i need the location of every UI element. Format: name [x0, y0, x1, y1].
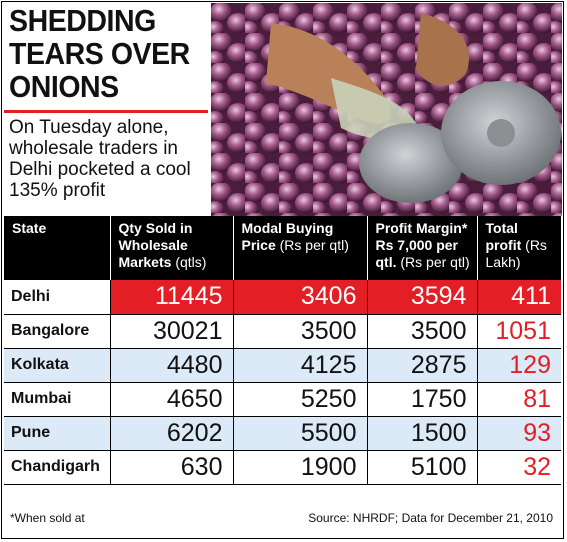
header-unit: (Rs per qtl) [400, 254, 470, 270]
cell-price: 5500 [232, 416, 367, 451]
header-modal-price: Modal Buying Price (Rs per qtl) [232, 216, 367, 280]
cell-profit: 81 [476, 382, 561, 417]
cell-state: Bangalore [4, 314, 110, 349]
headline-line-2: TEARS OVER [9, 36, 190, 71]
headline-line-3: ONIONS [9, 69, 119, 104]
table-row: Mumbai 4650 5250 1750 81 [4, 382, 561, 417]
header-state: State [4, 216, 110, 280]
cell-price: 4125 [232, 348, 367, 383]
headline-divider [4, 110, 208, 113]
cell-qty: 6202 [109, 416, 233, 451]
cell-qty: 630 [109, 450, 233, 485]
header-unit: (Rs per qtl) [279, 237, 349, 253]
table-row: Chandigarh 630 1900 5100 32 [4, 450, 561, 485]
onion-market-photo [211, 3, 562, 216]
header-unit: (qtls) [175, 254, 207, 270]
cell-qty: 4650 [109, 382, 233, 417]
header-profit-margin: Profit Margin* Rs 7,000 per qtl. (Rs per… [366, 216, 477, 280]
headline-line-1: SHEDDING [9, 3, 156, 38]
cell-state: Pune [4, 416, 110, 451]
cell-state: Delhi [4, 280, 110, 315]
cell-price: 1900 [232, 450, 367, 485]
table-row: Kolkata 4480 4125 2875 129 [4, 348, 561, 383]
header-total-profit: Total profit (Rs Lakh) [476, 216, 561, 280]
cell-profit: 93 [476, 416, 561, 451]
header-qty-sold: Qty Sold in Wholesale Markets (qtls) [109, 216, 233, 280]
cell-price: 5250 [232, 382, 367, 417]
cell-margin: 1500 [366, 416, 477, 451]
source-credit: Source: NHRDF; Data for December 21, 201… [308, 511, 553, 525]
onion-profit-table: State Qty Sold in Wholesale Markets (qtl… [4, 216, 561, 485]
cell-profit: 32 [476, 450, 561, 485]
cell-qty: 30021 [109, 314, 233, 349]
cell-margin: 2875 [366, 348, 477, 383]
cell-state: Chandigarh [4, 450, 110, 485]
table-row: Delhi 11445 3406 3594 411 [4, 280, 561, 315]
onion-photo-illustration [211, 3, 562, 216]
subheadline: On Tuesday alone, wholesale traders in D… [9, 117, 191, 201]
footnote: *When sold at [10, 511, 85, 525]
header-unit: (Rs Lakh) [485, 237, 547, 270]
cell-profit: 411 [476, 280, 561, 315]
cell-margin: 3594 [366, 280, 477, 315]
cell-state: Kolkata [4, 348, 110, 383]
cell-margin: 1750 [366, 382, 477, 417]
cell-qty: 4480 [109, 348, 233, 383]
cell-margin: 5100 [366, 450, 477, 485]
table-row: Pune 6202 5500 1500 93 [4, 416, 561, 451]
cell-price: 3500 [232, 314, 367, 349]
cell-state: Mumbai [4, 382, 110, 417]
cell-margin: 3500 [366, 314, 477, 349]
cell-qty: 11445 [109, 280, 233, 315]
table-header-row: State Qty Sold in Wholesale Markets (qtl… [4, 216, 561, 280]
cell-profit: 129 [476, 348, 561, 383]
headline: SHEDDING TEARS OVER ONIONS [9, 3, 190, 104]
table-row: Bangalore 30021 3500 3500 1051 [4, 314, 561, 349]
cell-price: 3406 [232, 280, 367, 315]
cell-profit: 1051 [476, 314, 561, 349]
